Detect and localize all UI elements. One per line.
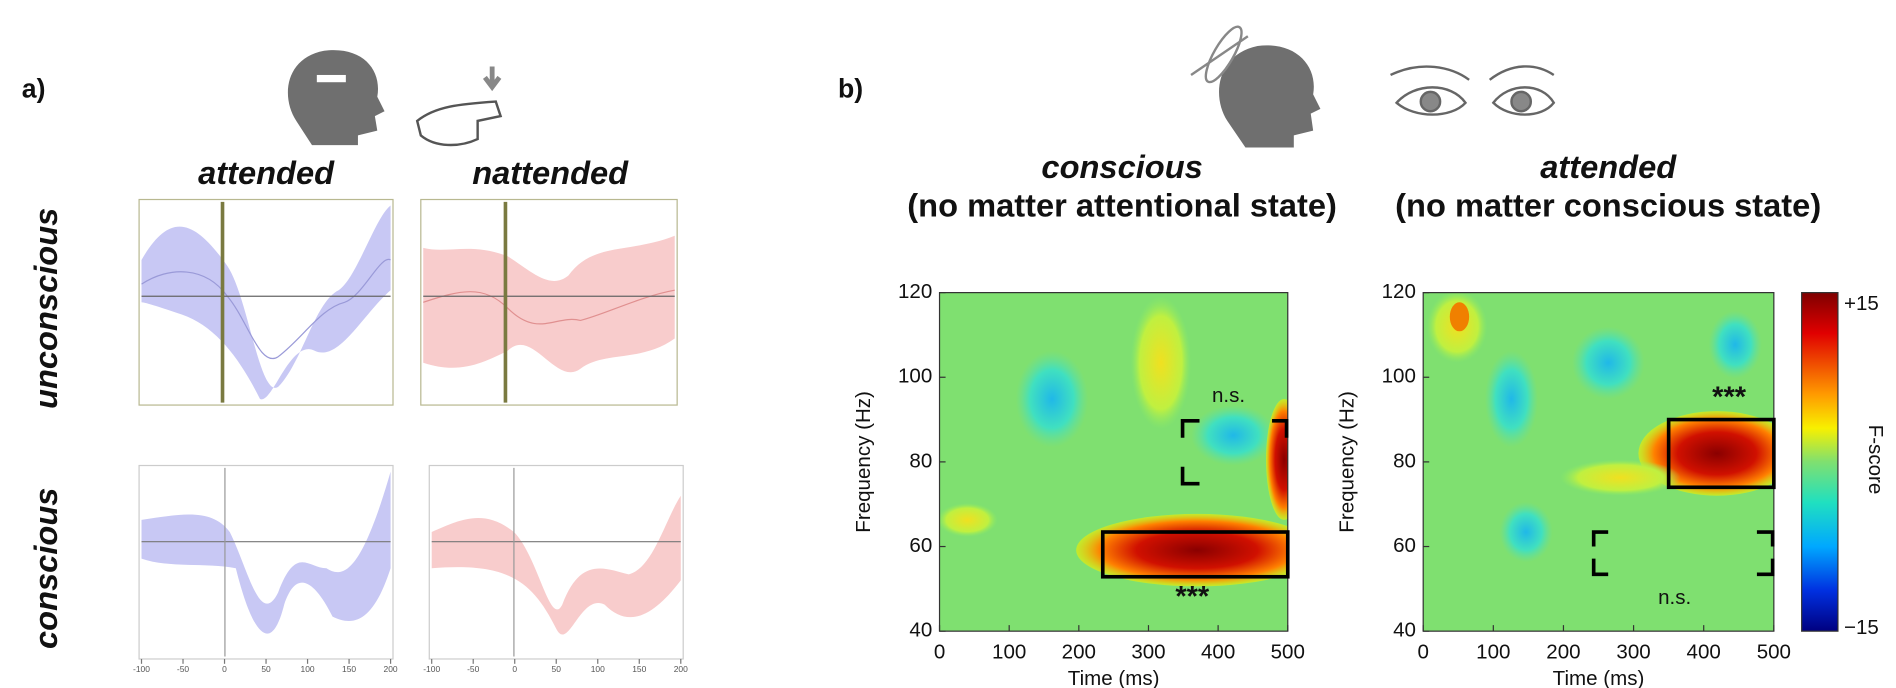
x-tick-label: 200: [674, 664, 688, 674]
erp-plot: [428, 464, 684, 660]
y-tick-label: 120: [1382, 280, 1416, 303]
y-tick-label: 120: [898, 280, 932, 303]
x-tick-label: 300: [1616, 640, 1650, 663]
y-tick-label: 80: [1393, 449, 1416, 472]
ns-box: [1180, 418, 1289, 486]
x-tick-label: 0: [934, 640, 945, 663]
annotation: n.s.: [1658, 586, 1691, 609]
significance-box: [1666, 417, 1776, 490]
annotation: n.s.: [1212, 384, 1245, 407]
y-axis-label: Frequency (Hz): [852, 391, 875, 533]
column-header: nattended: [472, 154, 629, 191]
colorbar-title: F-score: [1864, 425, 1887, 495]
erp-plot: [138, 198, 394, 406]
eyes-icon: [1390, 65, 1556, 116]
x-tick-label: 100: [591, 664, 605, 674]
colorbar-label: −15: [1844, 616, 1879, 639]
y-axis-label: Frequency (Hz): [1336, 391, 1359, 533]
x-tick-label: 150: [632, 664, 646, 674]
x-tick-label: -100: [133, 664, 150, 674]
x-tick-label: 200: [384, 664, 398, 674]
x-tick-label: 100: [992, 640, 1026, 663]
x-tick-label: 100: [301, 664, 315, 674]
x-tick-label: 400: [1687, 640, 1721, 663]
annotation: ***: [1712, 382, 1747, 414]
x-axis-label: Time (ms): [1068, 667, 1160, 688]
y-tick-label: 100: [1382, 365, 1416, 388]
heatmap: [939, 292, 1288, 632]
x-tick-label: 50: [261, 664, 271, 674]
y-tick-label: 80: [909, 449, 932, 472]
panel-label: a): [22, 74, 46, 104]
x-tick-label: 0: [512, 664, 517, 674]
column-header: attended: [198, 154, 335, 191]
x-tick-label: 50: [552, 664, 562, 674]
colorbar-label: +15: [1844, 292, 1879, 315]
x-tick-label: 400: [1201, 640, 1235, 663]
row-header: conscious: [27, 488, 64, 649]
y-tick-label: 100: [898, 365, 932, 388]
annotation: ***: [1175, 581, 1210, 613]
panel-label: b): [838, 74, 863, 104]
heatmap: [1423, 292, 1774, 632]
y-tick-label: 60: [909, 534, 932, 557]
significance-box: [1100, 530, 1290, 579]
colorbar: [1801, 292, 1839, 632]
plot-title: conscious: [1041, 148, 1202, 185]
x-tick-label: 100: [1476, 640, 1510, 663]
x-tick-label: -100: [423, 664, 440, 674]
erp-plot: [138, 464, 394, 660]
x-tick-label: -50: [467, 664, 480, 674]
x-tick-label: 200: [1062, 640, 1096, 663]
x-tick-label: 500: [1757, 640, 1791, 663]
head-icon: [1190, 25, 1321, 148]
x-tick-label: 200: [1546, 640, 1580, 663]
head-icon: [287, 50, 385, 146]
plot-title: attended: [1540, 148, 1677, 185]
finger-icon: [415, 66, 503, 147]
x-tick-label: 0: [222, 664, 227, 674]
x-tick-label: 300: [1131, 640, 1165, 663]
x-axis-label: Time (ms): [1553, 667, 1645, 688]
plot-subtitle: (no matter conscious state): [1395, 187, 1821, 224]
x-tick-label: 150: [342, 664, 356, 674]
row-header: unconscious: [27, 208, 64, 409]
y-tick-label: 60: [1393, 534, 1416, 557]
erp-plot: [420, 198, 678, 406]
plot-subtitle: (no matter attentional state): [907, 187, 1337, 224]
y-tick-label: 40: [909, 619, 932, 642]
x-tick-label: -50: [177, 664, 190, 674]
ns-box: [1591, 530, 1775, 577]
x-tick-label: 500: [1271, 640, 1305, 663]
x-tick-label: 0: [1417, 640, 1428, 663]
y-tick-label: 40: [1393, 619, 1416, 642]
